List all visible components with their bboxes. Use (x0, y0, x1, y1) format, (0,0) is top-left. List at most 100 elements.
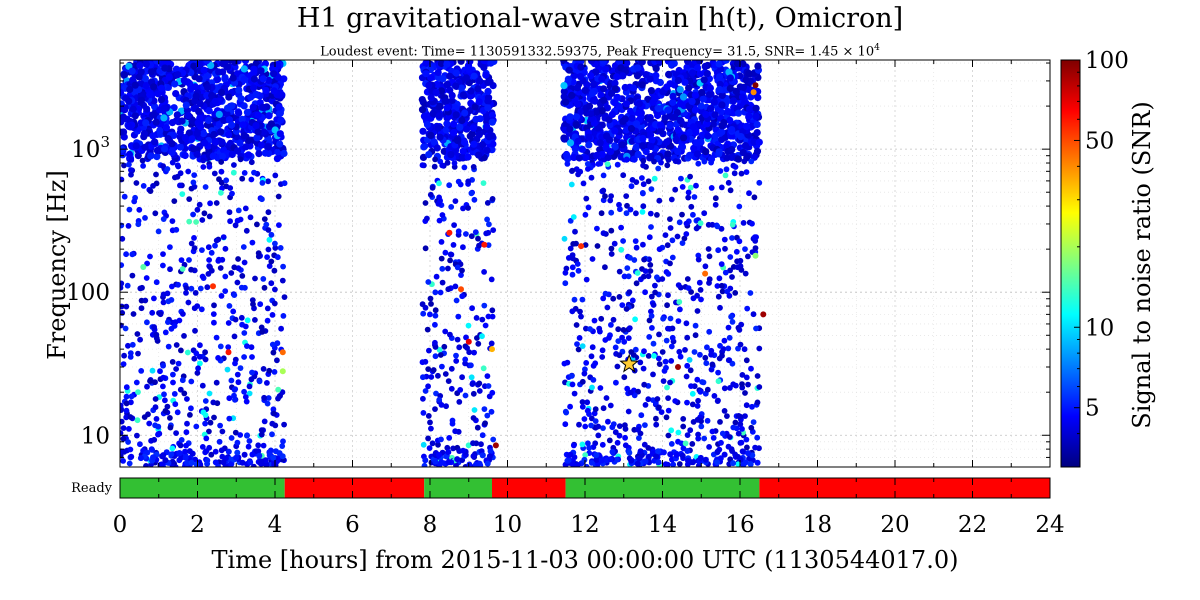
scatter-point (655, 448, 662, 455)
high-snr-point (675, 364, 681, 370)
scatter-point (599, 441, 606, 448)
scatter-point (152, 404, 159, 411)
scatter-point (490, 60, 498, 66)
scatter-point (208, 92, 216, 100)
scatter-point (232, 360, 238, 367)
scatter-point (154, 90, 162, 98)
loudest-event-star (619, 353, 640, 373)
scatter-point (589, 96, 598, 104)
scatter-point (241, 170, 248, 176)
scatter-point (732, 87, 740, 96)
scatter-point (567, 403, 573, 410)
scatter-point (613, 379, 619, 386)
scatter-point (466, 60, 474, 66)
scatter-point (667, 216, 673, 223)
scatter-point (137, 455, 144, 462)
scatter-point (162, 408, 169, 414)
scatter-point (446, 72, 454, 80)
scatter-point (126, 460, 133, 467)
scatter-point (229, 74, 237, 82)
scatter-point (183, 285, 190, 291)
scatter-point (664, 162, 671, 169)
scatter-point (468, 190, 475, 197)
scatter-point (648, 293, 655, 300)
scatter-point (754, 434, 761, 441)
scatter-point (565, 66, 573, 74)
scatter-point (137, 285, 144, 292)
scatter-point (160, 362, 167, 369)
scatter-point (270, 349, 277, 356)
scatter-point (714, 459, 721, 466)
scatter-point (750, 419, 757, 425)
scatter-point (145, 411, 151, 418)
ready-state-bar: Ready (71, 477, 1051, 499)
scatter-point (667, 451, 674, 458)
scatter-point (175, 281, 182, 288)
scatter-point (694, 376, 701, 383)
scatter-point (660, 315, 666, 322)
scatter-point (149, 111, 157, 119)
scatter-point (743, 436, 750, 443)
scatter-point (137, 336, 144, 343)
scatter-point (202, 349, 209, 356)
scatter-point (137, 96, 146, 104)
scatter-point (463, 231, 469, 237)
scatter-point (121, 162, 127, 169)
scatter-point (706, 444, 712, 450)
scatter-point (141, 75, 149, 83)
scatter-point (701, 62, 709, 70)
scatter-point (254, 221, 260, 228)
scatter-point (233, 454, 240, 461)
scatter-point (749, 220, 755, 227)
scatter-point (485, 133, 493, 141)
scatter-point (244, 343, 250, 349)
scatter-point (676, 299, 683, 305)
scatter-point (602, 264, 608, 271)
scatter-point (472, 229, 479, 236)
scatter-point (438, 255, 445, 262)
scatter-point (684, 276, 691, 282)
scatter-point (459, 374, 465, 381)
scatter-point (453, 462, 459, 467)
scatter-point (698, 423, 705, 430)
scatter-point (455, 178, 462, 185)
scatter-point (584, 399, 591, 406)
scatter-point (431, 163, 438, 170)
scatter-point (228, 435, 235, 441)
scatter-point (256, 378, 263, 385)
scatter-point (567, 245, 574, 252)
scatter-point (579, 296, 586, 303)
scatter-point (205, 116, 213, 124)
scatter-point (439, 279, 446, 286)
scatter-point (150, 183, 156, 189)
scatter-point (615, 326, 622, 333)
scatter-point (250, 463, 257, 467)
scatter-point (438, 239, 445, 245)
scatter-point (426, 445, 433, 451)
scatter-point (486, 453, 493, 460)
scatter-point (255, 150, 263, 158)
scatter-point (191, 172, 198, 179)
scatter-point (450, 242, 457, 248)
scatter-point (260, 366, 267, 372)
scatter-point (462, 356, 469, 363)
scatter-point (641, 256, 647, 263)
scatter-point (419, 301, 426, 308)
scatter-point (642, 148, 650, 156)
scatter-point (174, 409, 181, 416)
scatter-point (436, 217, 443, 224)
scatter-point (752, 444, 758, 451)
scatter-point (585, 440, 591, 447)
scatter-point (604, 304, 611, 311)
scatter-point (194, 303, 201, 309)
scatter-point (151, 103, 159, 111)
scatter-point (226, 415, 233, 422)
scatter-point (725, 179, 732, 186)
scatter-point (722, 172, 729, 179)
scatter-point (164, 403, 171, 410)
scatter-point (695, 397, 701, 404)
scatter-point (272, 286, 278, 293)
scatter-point (743, 169, 750, 176)
high-snr-point (446, 229, 453, 236)
